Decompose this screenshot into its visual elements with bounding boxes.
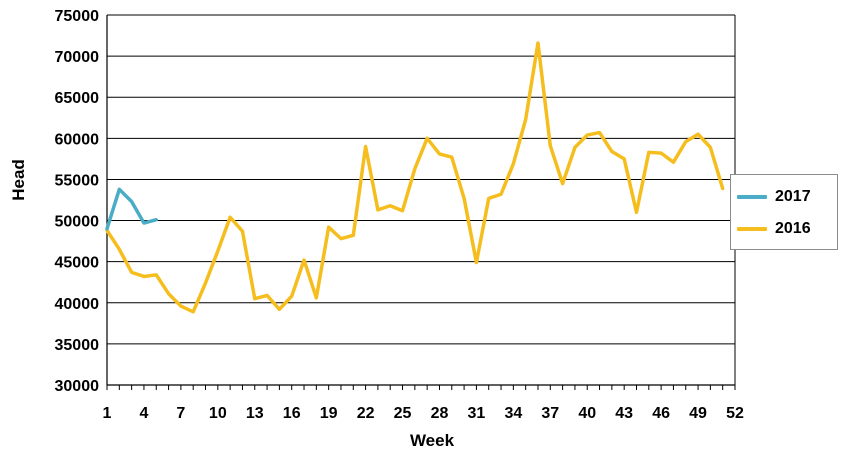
x-tick-label-4: 13 [246,405,264,422]
y-tick-label-9: 75000 [55,8,100,25]
tick-labels: 30000 35000 40000 45000 50000 55000 60000 65000… [55,8,745,422]
x-axis-title: Week [410,431,455,450]
axes [106,15,736,390]
x-tick-label-13: 40 [578,405,596,422]
legend-item-2017: 2017 [737,187,811,207]
y-tick-label-0: 30000 [55,378,100,395]
legend-label-2017: 2017 [775,188,811,205]
y-tick-label-4: 50000 [55,214,100,231]
y-tick-label-8: 70000 [55,49,100,66]
x-tick-label-6: 19 [320,405,338,422]
legend-swatch-2016 [737,227,767,231]
x-tick-label-1: 4 [139,405,148,422]
x-tick-label-3: 10 [209,405,227,422]
x-tick-label-7: 22 [357,405,375,422]
y-tick-label-7: 65000 [55,90,100,107]
y-tick-label-1: 35000 [55,337,100,354]
x-tick-label-9: 28 [431,405,449,422]
legend-swatch-2017 [737,195,767,199]
series-line-2017 [105,187,158,231]
grid-lines [107,14,735,386]
x-tick-label-17: 52 [726,405,744,422]
x-tick-label-11: 34 [504,405,522,422]
y-tick-label-5: 55000 [55,172,100,189]
x-tick-label-8: 25 [394,405,412,422]
legend: 2017 2016 [730,174,838,250]
series-line-2016 [105,41,725,314]
y-tick-label-3: 45000 [55,255,100,272]
y-axis-title: Head [9,159,28,201]
x-tick-label-14: 43 [615,405,633,422]
x-tick-label-12: 37 [541,405,559,422]
y-tick-label-6: 60000 [55,131,100,148]
x-tick-label-15: 46 [652,405,670,422]
x-tick-label-16: 49 [689,405,707,422]
x-tick-label-10: 31 [468,405,486,422]
x-tick-label-2: 7 [176,405,185,422]
series-lines [105,41,725,314]
x-tick-label-5: 16 [283,405,301,422]
x-tick-label-0: 1 [103,405,112,422]
legend-item-2016: 2016 [737,219,811,239]
legend-label-2016: 2016 [775,220,811,237]
y-tick-label-2: 40000 [55,296,100,313]
